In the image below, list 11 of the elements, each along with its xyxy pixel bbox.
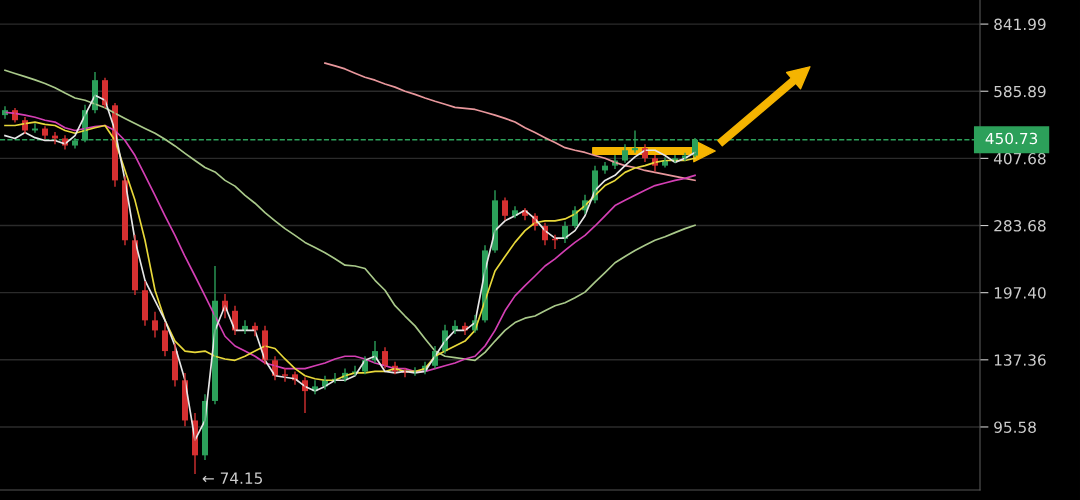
y-tick-label: 95.58 bbox=[994, 421, 1036, 433]
line-series bbox=[4, 94, 696, 442]
y-tick-label: 841.99 bbox=[994, 18, 1046, 31]
y-tick-label: 585.89 bbox=[994, 85, 1046, 98]
annotation: ← 74.15 bbox=[202, 472, 262, 484]
y-tick-label: 283.68 bbox=[994, 220, 1046, 232]
line-series bbox=[324, 62, 696, 182]
y-tick-label: 407.68 bbox=[993, 152, 1046, 165]
y-tick-label: 137.36 bbox=[994, 354, 1046, 366]
ref-line-label: 450.73 bbox=[985, 132, 1038, 145]
y-tick-label: 197.40 bbox=[994, 287, 1046, 299]
